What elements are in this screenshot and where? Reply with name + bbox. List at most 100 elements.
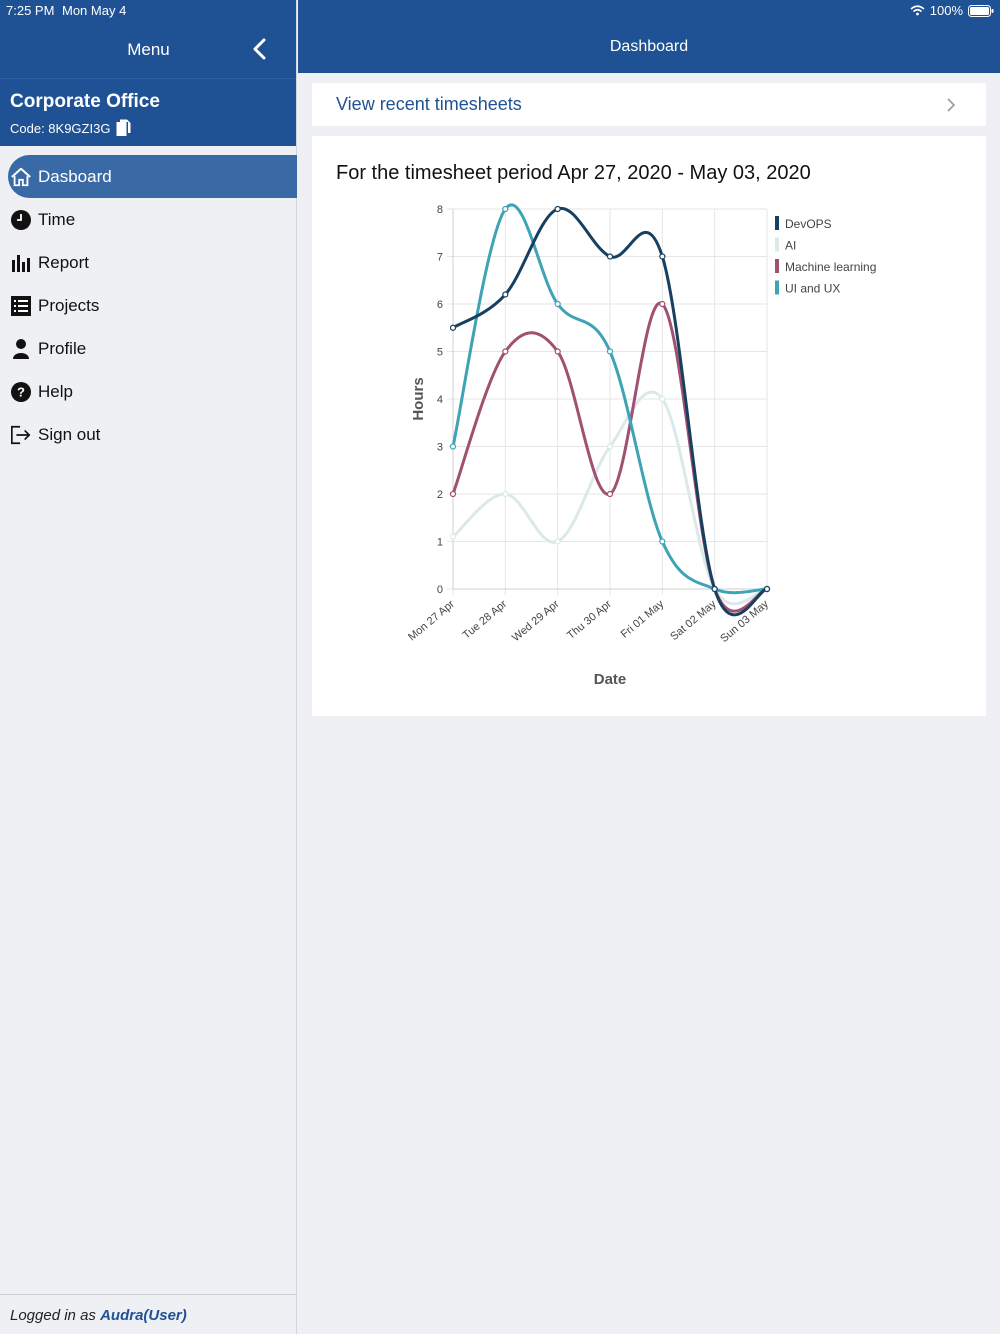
list-icon (10, 295, 32, 317)
sidebar-header: 7:25 PM Mon May 4 Menu (0, 0, 296, 78)
timesheet-line-chart: 0 1 2 3 4 5 6 7 8 Mon 27 Apr Tue 28 Apr Wed 29 Apr T… (406, 203, 876, 688)
battery-icon (968, 4, 994, 17)
data-point-devops[interactable] (554, 205, 561, 213)
data-point-ai[interactable] (606, 443, 614, 450)
sidebar-item-help[interactable]: ? Help (0, 370, 296, 413)
clock-icon (10, 209, 32, 231)
timesheet-chart-card: 0 1 2 3 4 5 6 7 8 Mon 27 Apr Tue 28 Apr Wed 29 Apr T… (312, 136, 986, 716)
home-icon (10, 166, 32, 188)
y-tick-label: 2 (437, 489, 443, 501)
series-line-ui-and-ux (451, 203, 768, 595)
y-tick-label: 5 (437, 347, 443, 359)
sidebar-nav: Dasboard Time Report Projects Profile (0, 155, 297, 456)
logged-in-footer: Logged in as Audra(User) (0, 1294, 296, 1334)
data-point-machine-learning[interactable] (449, 490, 457, 498)
status-date: Mon May 4 (62, 3, 127, 18)
view-recent-timesheets-label: View recent timesheets (336, 94, 522, 114)
page-title: Dashboard (609, 38, 689, 55)
legend-label-devops: DevOPS (785, 217, 832, 231)
legend-swatch-ai (775, 237, 779, 252)
battery-percent: 100% (929, 3, 963, 18)
organization-code-row: Code: 8K9GZI3G (10, 119, 286, 137)
y-tick-label: 6 (437, 299, 443, 311)
data-point-devops[interactable] (606, 253, 614, 260)
help-icon: ? (10, 381, 32, 403)
legend-swatch-devops (775, 216, 779, 230)
x-tick-label: Mon 27 Apr (406, 598, 457, 644)
x-tick-label: Thu 30 Apr (565, 598, 614, 642)
sidebar-item-time[interactable]: Time (0, 198, 296, 241)
data-point-ui-and-ux[interactable] (606, 348, 614, 355)
view-recent-timesheets-link[interactable]: View recent timesheets (312, 83, 986, 126)
sidebar-item-report[interactable]: Report (0, 241, 296, 284)
data-point-devops[interactable] (763, 585, 771, 593)
data-point-ui-and-ux[interactable] (554, 300, 561, 308)
data-point-ui-and-ux[interactable] (659, 538, 666, 545)
y-axis-title: Hours (410, 377, 427, 420)
sidebar-item-label: Projects (38, 295, 100, 315)
data-point-machine-learning[interactable] (659, 300, 666, 308)
data-point-ui-and-ux[interactable] (502, 205, 509, 213)
main-panel: 100% Dashboard View recent timesheets 0 1… (298, 0, 1000, 1334)
data-point-devops[interactable] (449, 324, 457, 331)
menu-title: Menu (127, 40, 170, 59)
x-tick-label: Fri 01 May (619, 598, 667, 641)
x-tick-label: Tue 28 Apr (461, 598, 510, 642)
y-tick-label: 0 (437, 584, 443, 596)
sidebar-item-label: Help (38, 381, 73, 401)
sidebar-item-label: Time (38, 209, 76, 229)
logged-in-user[interactable]: Audra(User) (100, 1307, 187, 1324)
y-tick-label: 1 (437, 537, 443, 549)
data-point-ui-and-ux[interactable] (449, 443, 457, 450)
x-tick-label: Wed 29 Apr (510, 598, 562, 644)
main-header: 100% Dashboard (298, 0, 1000, 73)
data-point-ai[interactable] (659, 395, 666, 403)
legend-swatch-machine-learning (775, 259, 779, 273)
data-point-machine-learning[interactable] (554, 348, 561, 355)
sidebar: 7:25 PM Mon May 4 Menu Corporate Office … (0, 0, 297, 1334)
sidebar-item-label: Report (38, 252, 90, 272)
status-right: 100% (910, 3, 994, 18)
person-icon (10, 338, 32, 360)
svg-text:?: ? (17, 384, 25, 399)
legend-label-ai: AI (785, 239, 796, 253)
chart-period-heading: For the timesheet period Apr 27, 2020 - … (336, 162, 811, 184)
chart-axes: 0 1 2 3 4 5 6 7 8 Mon 27 Apr Tue 28 Apr Wed 29 Apr T… (406, 204, 771, 645)
data-point-devops[interactable] (502, 291, 509, 298)
data-point-ai[interactable] (502, 490, 509, 498)
sidebar-item-projects[interactable]: Projects (0, 284, 296, 327)
data-point-ai[interactable] (449, 533, 457, 540)
sign-out-icon (10, 424, 32, 446)
copy-icon[interactable] (116, 119, 131, 137)
organization-name: Corporate Office (10, 91, 160, 112)
chart-legend: DevOPS AI Machine learning UI and UX (775, 216, 876, 296)
data-point-machine-learning[interactable] (502, 348, 509, 355)
x-tick-label: Sat 02 May (668, 598, 719, 643)
sidebar-item-label: Dasboard (38, 166, 112, 186)
back-chevron-icon[interactable] (247, 36, 273, 62)
data-point-machine-learning[interactable] (606, 490, 614, 498)
data-point-devops[interactable] (659, 253, 666, 260)
x-axis-title: Date (594, 671, 627, 688)
wifi-icon (910, 5, 925, 16)
sidebar-item-label: Profile (38, 338, 87, 358)
bar-chart-icon (10, 252, 32, 274)
organization-code: Code: 8K9GZI3G (10, 120, 111, 136)
status-time: 7:25 PM (6, 3, 55, 18)
legend-label-machine-learning: Machine learning (785, 260, 876, 274)
sidebar-item-dashboard[interactable]: Dasboard (8, 155, 297, 198)
sidebar-item-profile[interactable]: Profile (0, 327, 296, 370)
organization-block: Corporate Office Code: 8K9GZI3G (0, 78, 296, 146)
chart-series (449, 203, 771, 617)
chart-grid (447, 208, 768, 595)
y-tick-label: 8 (437, 204, 443, 216)
sidebar-item-label: Sign out (38, 424, 101, 444)
logged-in-prefix: Logged in as (10, 1307, 101, 1324)
data-point-ai[interactable] (554, 538, 561, 545)
x-tick-label: Sun 03 May (718, 598, 771, 645)
legend-swatch-ui-and-ux (775, 280, 779, 295)
chevron-right-icon (946, 97, 956, 118)
sidebar-item-sign-out[interactable]: Sign out (0, 413, 296, 456)
data-point-devops[interactable] (711, 585, 718, 593)
y-tick-label: 7 (437, 252, 443, 264)
